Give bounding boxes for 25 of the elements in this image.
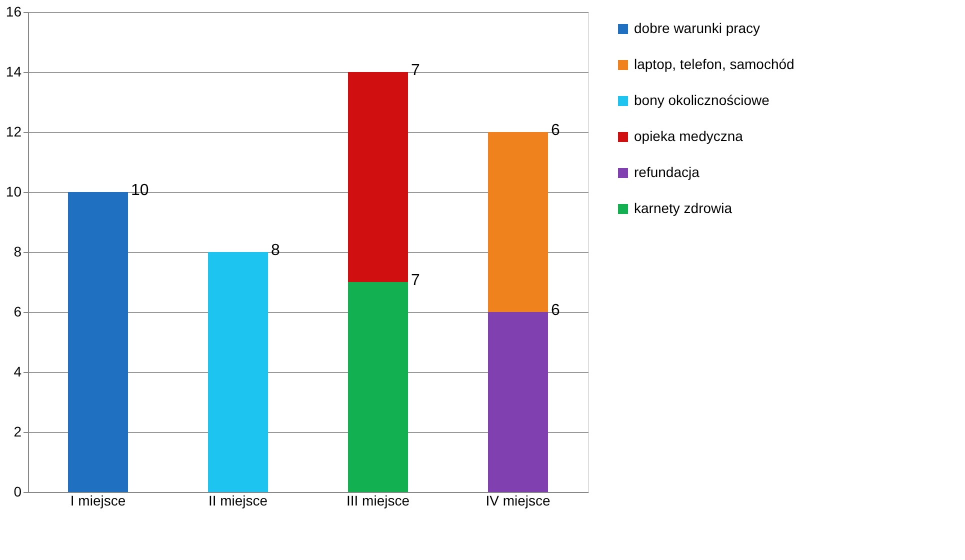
legend-label: laptop, telefon, samochód [634,56,794,72]
x-tick-label: II miejsce [208,492,268,508]
x-tick-label: IV miejsce [486,492,550,508]
data-label: 8 [271,242,280,259]
legend-label: bony okolicznościowe [634,92,770,108]
legend-label: dobre warunki pracy [634,20,760,36]
y-tick-label: 6 [14,304,22,320]
y-tick-label: 16 [6,4,22,20]
x-tick-label: III miejsce [346,492,410,508]
legend-label: karnety zdrowia [634,200,732,216]
data-label: 6 [551,302,560,319]
y-tick-label: 8 [14,244,22,260]
data-label: 6 [551,122,560,139]
data-label: 7 [411,272,420,289]
y-tick-label: 10 [6,184,22,200]
data-label: 7 [411,62,420,79]
legend-label: opieka medyczna [634,128,744,144]
y-tick-label: 2 [14,424,22,440]
data-label: 10 [131,182,149,199]
legend-label: refundacja [634,164,700,180]
x-tick-label: I miejsce [70,492,126,508]
y-tick-label: 14 [6,64,22,80]
y-tick-label: 4 [14,364,22,380]
y-tick-label: 0 [14,484,22,500]
y-tick-label: 12 [6,124,22,140]
